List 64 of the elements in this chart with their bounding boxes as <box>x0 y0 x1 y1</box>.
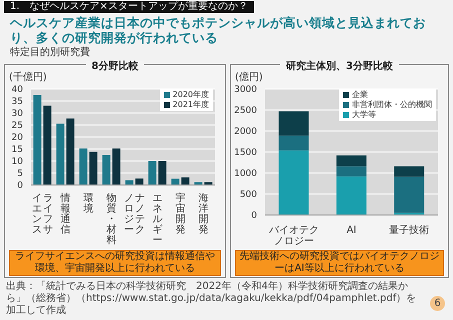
y-tick-label: 500 <box>240 190 258 200</box>
y-tick-label: 5 <box>17 169 23 180</box>
y-tick-label: 40 <box>12 85 24 96</box>
y-tick-label: 25 <box>12 121 23 132</box>
bar <box>181 177 190 185</box>
legend-label: 非営利団体・公的機関 <box>351 100 432 110</box>
bar <box>394 166 424 177</box>
y-tick-label: 2000 <box>234 127 258 138</box>
y-tick-label: 1000 <box>234 169 258 180</box>
bar <box>112 148 120 185</box>
source-note: 出典：「統計でみる日本の科学技術研究 2022年（令和4年）科学技術研究調査の結果から」（総務省）（https://www.stat.go.jp/data/kagaku/kekka/pdf/04pamphlet.pdf）を加工して作成 <box>6 281 418 317</box>
legend-label: 2021年度 <box>172 100 209 110</box>
chart-title: 8分野比較 <box>86 61 144 72</box>
bar <box>135 178 144 185</box>
y-tick-label: 1500 <box>234 148 258 158</box>
y-tick-label: 2500 <box>234 106 258 116</box>
bar <box>336 176 366 215</box>
text: 特定目的別研究費 <box>10 47 90 59</box>
y-tick-label: 0 <box>17 181 24 192</box>
bar <box>43 106 52 185</box>
x-tick-label: 海洋開発 <box>198 192 208 236</box>
y-tick-label: 20 <box>12 133 24 144</box>
text: ライフサイエンスへの研究投資は情報通信や環境、宇宙開発以上に行われている <box>9 250 221 276</box>
y-axis-title: (千億円) <box>9 72 47 84</box>
bar <box>125 180 134 185</box>
x-tick-label: 宇宙開発 <box>176 192 186 236</box>
chart-title: 研究主体別、3分野比較 <box>280 61 399 72</box>
legend-label: 企業 <box>351 90 369 100</box>
bar <box>158 161 166 185</box>
bar <box>278 111 309 136</box>
category-label: ライフサイエンス <box>32 193 53 236</box>
bar <box>66 118 74 185</box>
text: ヘルスケア産業は日本の中でもポテンシャルが高い領域と見込まれており、多くの研究開発が行われている <box>10 15 427 45</box>
legend-label: 大学等 <box>351 110 377 120</box>
text: 先端技術への研究投資ではバイオテクノロジーはAI等以上に行われている <box>235 250 444 276</box>
y-tick-label: 3000 <box>234 85 258 96</box>
y-tick-label: 15 <box>12 145 23 156</box>
x-tick-label: 環境 <box>82 193 94 214</box>
bar <box>336 155 366 166</box>
x-tick-label: 情報通信 <box>60 192 70 236</box>
y-tick-label: 35 <box>12 97 23 108</box>
category-label: ナノテクノロジー <box>124 193 145 236</box>
x-tick-label: エネルギー <box>152 193 162 246</box>
text: 1. なぜヘルスケア×スタートアップが重要なのか？ <box>4 1 254 13</box>
legend-label: 2020年度 <box>172 90 209 100</box>
bar <box>278 136 309 150</box>
y-tick-label: 0 <box>251 211 258 222</box>
text: 6 <box>430 296 445 311</box>
bar <box>89 152 98 185</box>
bar <box>33 95 42 185</box>
x-tick-label: AI <box>346 225 356 236</box>
bar <box>79 148 88 185</box>
y-tick-label: 10 <box>12 157 24 168</box>
x-tick-label: 物質・材料 <box>106 193 116 246</box>
bar <box>278 150 309 215</box>
x-tick-label: 量子技術 <box>389 224 430 236</box>
bar <box>148 161 156 185</box>
bar <box>56 124 64 185</box>
y-tick-label: 30 <box>12 109 24 120</box>
bar <box>394 176 424 213</box>
bar <box>336 166 366 176</box>
bar <box>102 155 110 185</box>
x-tick-label: バイオテクノロジー <box>268 225 319 247</box>
y-axis-title: (億円) <box>235 72 263 84</box>
